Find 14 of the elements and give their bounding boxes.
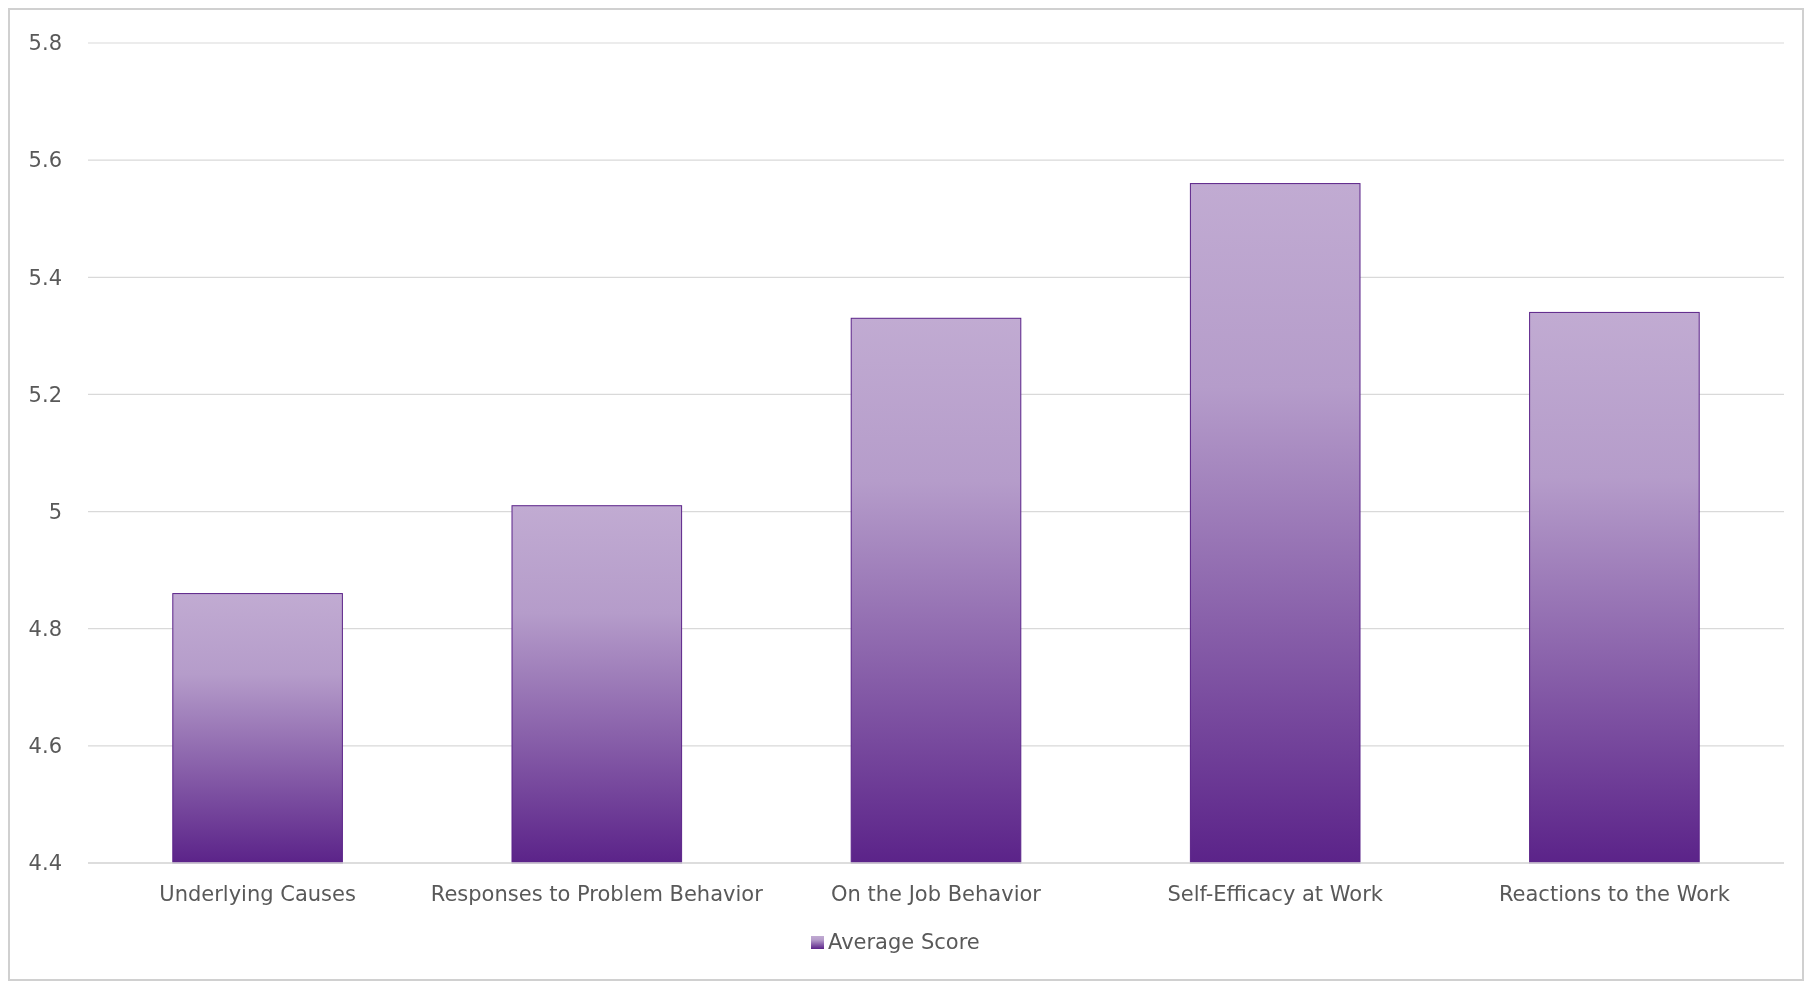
x-tick-label: Responses to Problem Behavior (430, 882, 764, 906)
x-tick-label: Underlying Causes (159, 882, 356, 906)
y-tick-label: 4.8 (28, 617, 62, 642)
x-tick-label: Self-Efficacy at Work (1167, 882, 1384, 906)
y-tick-label: 4.4 (28, 851, 62, 876)
y-tick-label: 5.2 (28, 382, 62, 407)
y-tick-label: 5 (48, 499, 62, 524)
x-tick-label: On the Job Behavior (831, 882, 1042, 906)
y-tick-label: 5.4 (28, 265, 62, 290)
y-tick-label: 5.6 (28, 148, 62, 173)
y-tick-label: 4.6 (28, 734, 62, 759)
x-tick-label: Reactions to the Work (1498, 882, 1731, 906)
y-tick-label: 5.8 (28, 31, 62, 56)
legend-label: Average Score (828, 930, 980, 954)
